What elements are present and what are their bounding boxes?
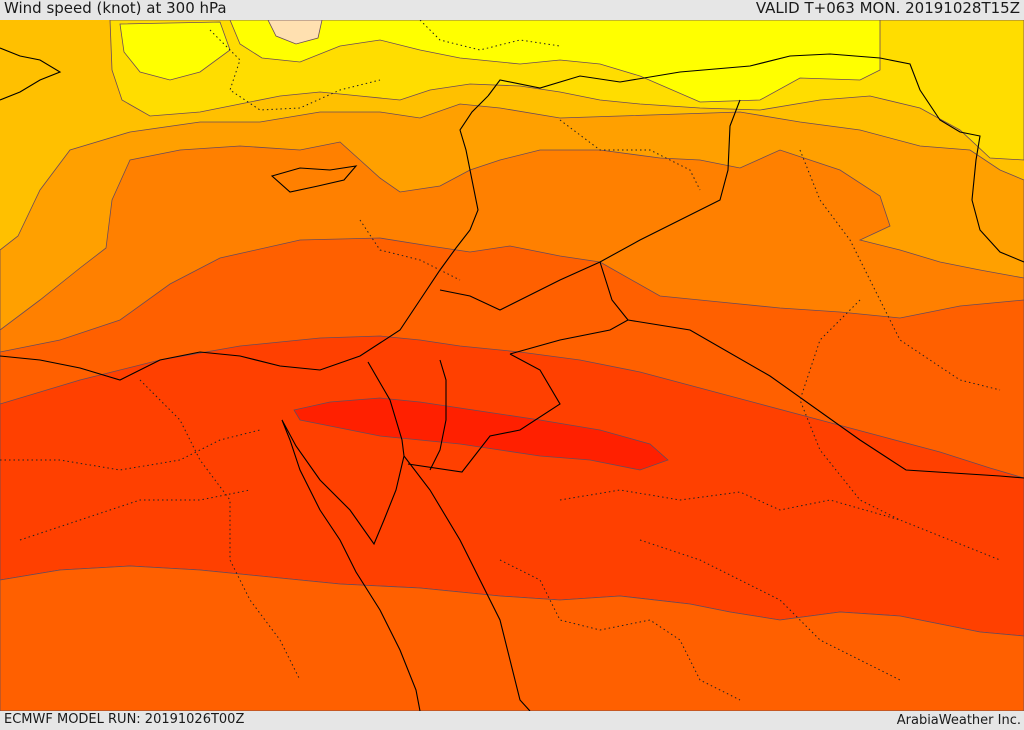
map-footer: ECMWF MODEL RUN: 20191026T00Z ArabiaWeat… [0, 711, 1024, 729]
wind-speed-map[interactable] [0, 20, 1024, 711]
internal-boundaries [0, 20, 1001, 701]
band-light-yellow [229, 20, 881, 103]
credit: ArabiaWeather Inc. [896, 713, 1021, 728]
band-peach [267, 20, 323, 45]
map-title: Wind speed (knot) at 300 hPa [4, 0, 227, 17]
model-run: ECMWF MODEL RUN: 20191026T00Z [4, 712, 245, 727]
band-light-yellow-west [119, 21, 231, 81]
band-red [293, 397, 669, 471]
band-dark-orange-south [0, 565, 1024, 711]
country-borders [0, 47, 1024, 711]
map-header: Wind speed (knot) at 300 hPa VALID T+063… [0, 0, 1024, 20]
valid-time: VALID T+063 MON. 20191028T15Z [755, 0, 1020, 17]
